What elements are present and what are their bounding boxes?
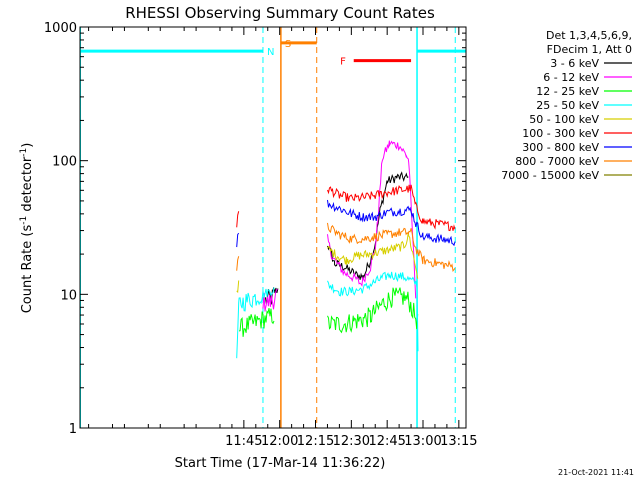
legend-label-2: 12 - 25 keV <box>536 85 599 98</box>
x-axis-label: Start Time (17-Mar-14 11:36:22) <box>175 456 386 471</box>
y-tick-label-3: 1000 <box>44 21 77 36</box>
series-line-7 <box>236 222 456 272</box>
series-line-3 <box>236 271 419 359</box>
legend-label-4: 50 - 100 keV <box>529 113 599 126</box>
y-tick-label-1: 10 <box>60 288 77 303</box>
flag-label-F: F <box>340 57 346 68</box>
legend-label-1: 6 - 12 keV <box>543 71 599 84</box>
series-line-6 <box>236 199 456 248</box>
series-line-5 <box>236 184 456 232</box>
legend-label-7: 800 - 7000 keV <box>515 155 599 168</box>
footer-date: 21-Oct-2021 11:41 <box>558 468 634 477</box>
y-tick-label-0: 1 <box>69 422 77 437</box>
x-tick-label-6: 13:15 <box>440 434 477 449</box>
x-tick-label-4: 12:45 <box>368 434 405 449</box>
y-tick-label-2: 100 <box>52 155 77 170</box>
y-axis-label: Count Rate (s-1 detector-1) <box>19 143 35 314</box>
legend-label-6: 300 - 800 keV <box>522 141 599 154</box>
x-tick-label-1: 12:00 <box>261 434 298 449</box>
legend-label-8: 7000 - 15000 keV <box>501 169 599 182</box>
legend-label-3: 25 - 50 keV <box>536 99 599 112</box>
x-tick-label-3: 12:30 <box>333 434 370 449</box>
axes: 1 10 100 1000 11:4512:0012:1512:3012:4513:00… <box>44 21 478 449</box>
x-tick-label-0: 11:45 <box>225 434 262 449</box>
flag-label-N: N <box>267 47 274 58</box>
legend-label-5: 100 - 300 keV <box>522 127 599 140</box>
flag-label-S: S <box>285 39 291 50</box>
legend-label-0: 3 - 6 keV <box>550 57 599 70</box>
legend: Det 1,3,4,5,6,9,FDecim 1, Att 03 - 6 keV… <box>501 29 632 182</box>
legend-header-1: FDecim 1, Att 0 <box>547 43 632 56</box>
series-line-2 <box>238 287 419 337</box>
legend-header-0: Det 1,3,4,5,6,9, <box>546 29 632 42</box>
plot-area: NS F <box>79 27 466 428</box>
x-tick-label-2: 12:15 <box>297 434 334 449</box>
x-tick-label-5: 13:00 <box>404 434 441 449</box>
series-line-4 <box>236 231 419 294</box>
axes-frame <box>79 26 467 429</box>
chart-title: RHESSI Observing Summary Count Rates <box>125 4 435 22</box>
